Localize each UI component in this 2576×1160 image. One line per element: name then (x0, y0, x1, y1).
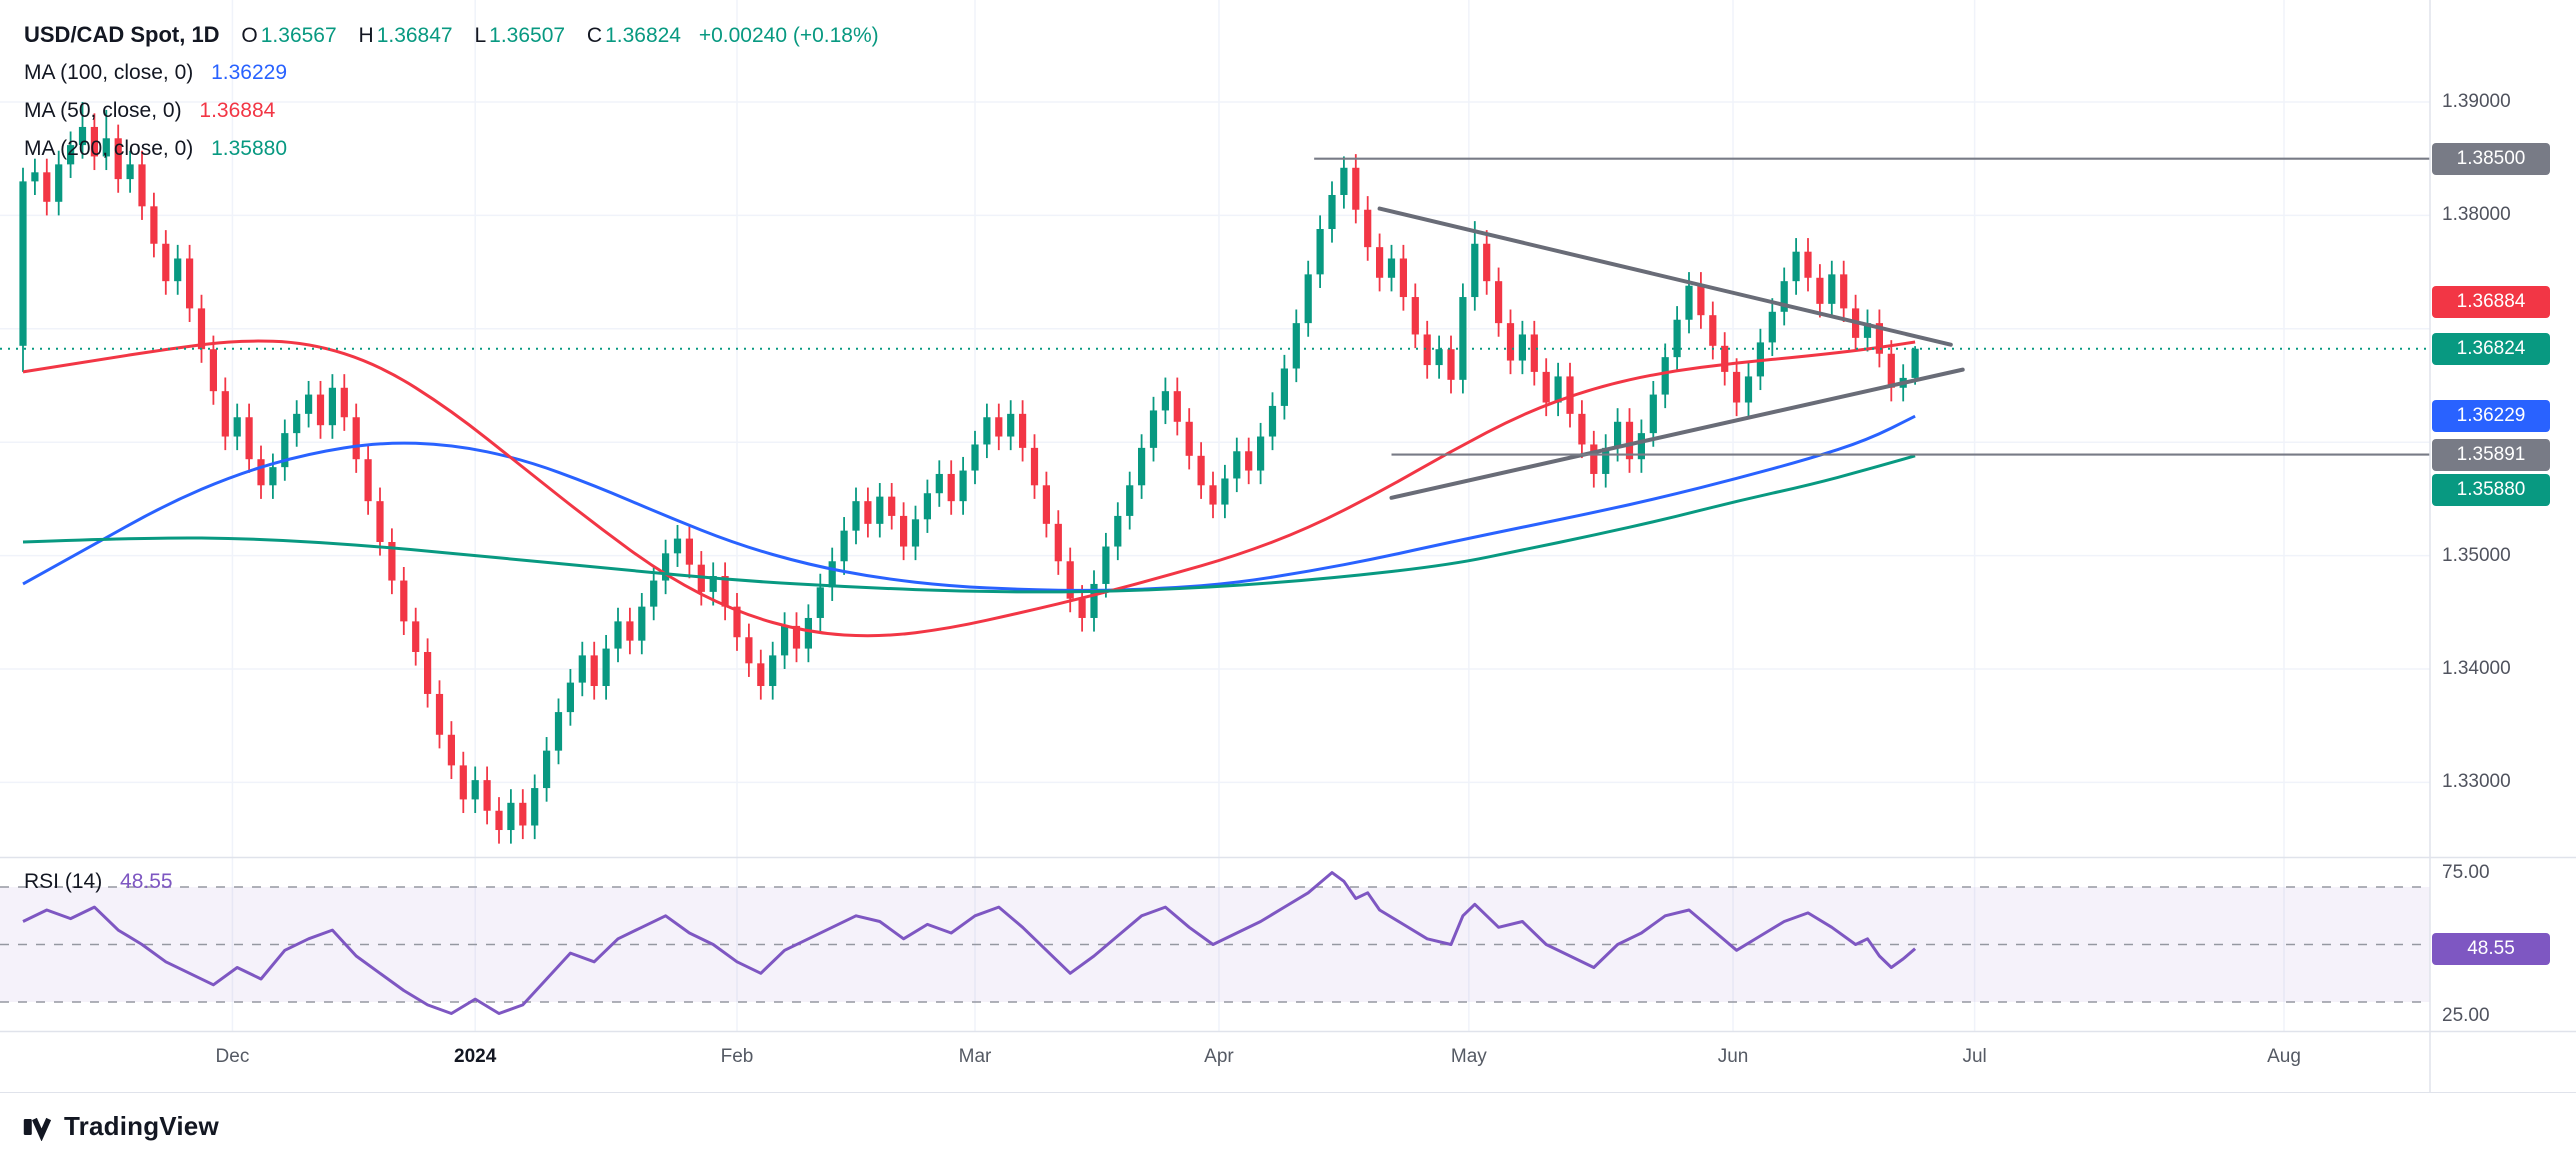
chart-bg (0, 0, 2576, 1092)
ma100-label: MA (100, close, 0) (24, 61, 194, 84)
candles (19, 102, 1919, 844)
rsi-legend-row[interactable]: RSI (14) 48.55 (24, 864, 173, 900)
trendline-1[interactable] (1377, 206, 1953, 347)
chart-canvas[interactable] (0, 0, 2576, 1092)
ma100-legend-row[interactable]: MA (100, close, 0) 1.36229 (24, 54, 879, 92)
ma-200-line[interactable] (22, 454, 1916, 594)
ma200-value: 1.35880 (211, 137, 288, 160)
ma50-value: 1.36884 (199, 99, 276, 122)
rsi-line[interactable] (22, 871, 1917, 1015)
symbol-row[interactable]: USD/CAD Spot, 1D O 1.36567 H 1.36847 L 1.36… (24, 16, 879, 54)
price-axis[interactable] (2430, 0, 2576, 1032)
footer-bar: TradingView (0, 1092, 2576, 1160)
trendline-2[interactable] (1389, 367, 1965, 500)
rsi-label: RSI (14) (24, 870, 103, 893)
high-value: 1.36847 (376, 24, 453, 47)
tradingview-logo-icon (23, 1117, 52, 1141)
high-label: H (358, 24, 374, 47)
ma200-legend-row[interactable]: MA (200, close, 0) 1.35880 (24, 130, 879, 168)
ma50-label: MA (50, close, 0) (24, 99, 182, 122)
time-axis[interactable] (0, 1032, 2576, 1092)
tradingview-link[interactable]: TradingView (22, 1111, 219, 1142)
ma-100-line[interactable] (22, 414, 1916, 592)
close-value: 1.36824 (605, 24, 681, 47)
low-value: 1.36507 (489, 24, 566, 47)
chart-legend: USD/CAD Spot, 1D O 1.36567 H 1.36847 L 1.36… (24, 16, 879, 168)
close-label: C (586, 24, 603, 47)
brand-name: TradingView (64, 1111, 219, 1141)
rsi-value: 48.55 (120, 870, 173, 893)
ma-50-line[interactable] (22, 339, 1916, 638)
ma200-label: MA (200, close, 0) (24, 137, 194, 160)
open-value: 1.36567 (260, 24, 337, 47)
open-label: O (241, 24, 258, 47)
low-label: L (474, 24, 487, 47)
symbol-title[interactable]: USD/CAD Spot, 1D (24, 22, 220, 47)
ma50-legend-row[interactable]: MA (50, close, 0) 1.36884 (24, 92, 879, 130)
ma100-value: 1.36229 (211, 61, 288, 84)
change-value: +0.00240 (+0.18%) (698, 24, 879, 47)
